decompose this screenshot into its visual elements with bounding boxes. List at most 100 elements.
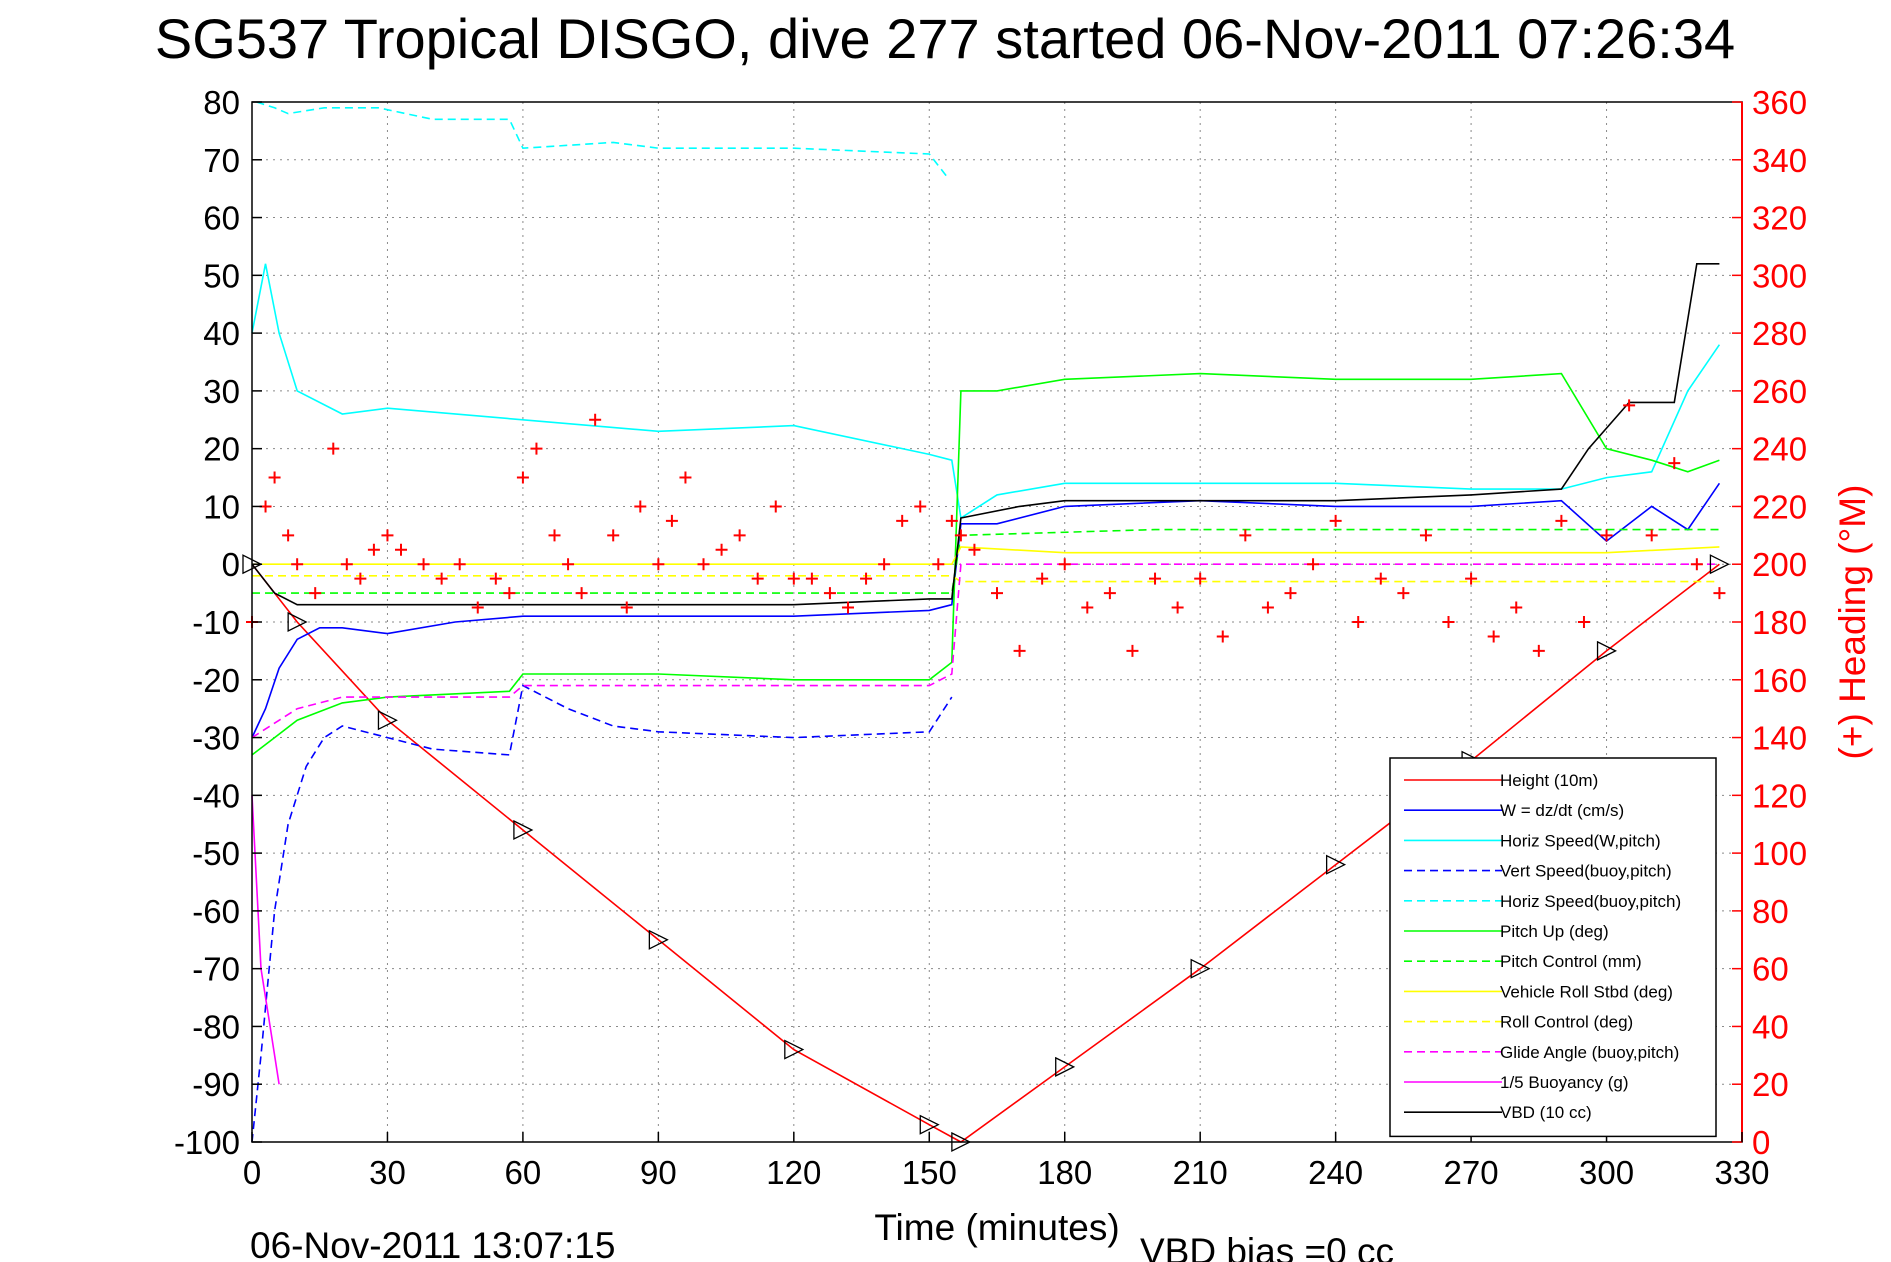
heading-point	[1239, 529, 1252, 542]
heading-point	[620, 601, 633, 614]
heading-point	[1171, 601, 1184, 614]
depth-marker	[919, 1114, 940, 1135]
tick-label-x: 120	[766, 1154, 821, 1191]
tick-label-left: -60	[192, 893, 240, 930]
tick-label-left: 60	[203, 200, 240, 237]
heading-point	[697, 558, 710, 571]
series-line-9	[251, 563, 1720, 739]
depth-marker	[287, 611, 308, 633]
depth-markers	[242, 554, 1730, 1153]
legend-entry: Vehicle Roll Stbd (deg)	[1500, 982, 1673, 1001]
heading-point	[354, 572, 367, 585]
heading-point	[1713, 587, 1726, 600]
heading-point	[1555, 514, 1568, 527]
heading-point	[340, 558, 353, 571]
depth-marker	[1055, 1056, 1076, 1077]
heading-point	[268, 471, 281, 484]
tick-label-left: 0	[222, 546, 240, 583]
series-line-11	[251, 262, 1720, 606]
tick-label-right: 200	[1752, 546, 1807, 583]
heading-point	[733, 529, 746, 542]
legend-entry: Vert Speed(buoy,pitch)	[1500, 862, 1672, 881]
tick-label-x: 210	[1173, 1154, 1228, 1191]
heading-point	[589, 413, 602, 426]
heading-point	[1577, 616, 1590, 628]
tick-label-right: 180	[1752, 604, 1807, 641]
heading-point	[309, 587, 322, 600]
depth-marker	[648, 929, 669, 950]
tick-label-x: 0	[243, 1154, 261, 1191]
tick-label-x: 330	[1714, 1154, 1769, 1191]
tick-label-x: 150	[902, 1154, 957, 1191]
depth-marker	[1325, 854, 1347, 875]
legend-entry: Height (10m)	[1500, 771, 1598, 790]
tick-label-left: -90	[192, 1066, 240, 1103]
legend-entry: Pitch Up (deg)	[1500, 922, 1609, 941]
series-line-5	[251, 372, 1720, 756]
left-axis: 80 70 60 50 40 30 20 10 0 -10 -20 -30 -40 -50 -60 -70 -8…	[174, 84, 262, 1161]
legend: Height (10m) W = dz/dt (cm/s) Horiz Speed(…	[1389, 757, 1717, 1138]
heading-point	[634, 500, 647, 513]
heading-point	[1487, 630, 1500, 643]
depth-marker	[513, 819, 534, 841]
heading-point	[1465, 572, 1478, 585]
tick-label-right: 100	[1752, 835, 1807, 872]
heading-point	[878, 558, 891, 571]
heading-point	[787, 572, 800, 585]
heading-point	[503, 587, 516, 600]
tick-label-left: -100	[174, 1124, 240, 1161]
heading-point	[1149, 572, 1162, 585]
heading-point	[395, 543, 407, 556]
footer-vbd-bias: VBD bias =0 cc	[1140, 1231, 1394, 1262]
tick-label-x: 30	[369, 1154, 406, 1191]
heading-point	[1352, 616, 1365, 628]
tick-label-left: -70	[192, 951, 240, 988]
heading-point	[489, 572, 502, 585]
heading-point	[932, 558, 945, 571]
series-line-4	[256, 101, 948, 178]
tick-label-right: 240	[1752, 431, 1807, 468]
tick-label-x: 300	[1579, 1154, 1634, 1191]
legend-entry: Glide Angle (buoy,pitch)	[1500, 1043, 1679, 1062]
series-line-3	[251, 684, 953, 1143]
heading-point	[1013, 644, 1026, 657]
heading-point	[769, 500, 782, 513]
legend-entry: Horiz Speed(buoy,pitch)	[1500, 892, 1681, 911]
heading-point	[1058, 558, 1071, 571]
series-line-8	[252, 574, 1720, 583]
heading-point	[914, 500, 927, 513]
heading-point	[530, 442, 543, 455]
tick-label-right: 260	[1752, 373, 1807, 410]
tick-label-right: 40	[1752, 1008, 1789, 1045]
tick-label-right: 0	[1752, 1124, 1770, 1161]
tick-label-left: -10	[192, 604, 240, 641]
heading-point	[575, 587, 588, 600]
heading-point	[896, 514, 909, 527]
heading-point	[1645, 529, 1658, 542]
heading-point	[1081, 601, 1094, 614]
tick-label-left: 80	[203, 84, 240, 121]
heading-point	[1532, 644, 1545, 657]
series-line-10	[251, 795, 280, 1085]
heading-point	[607, 529, 620, 542]
heading-point	[1374, 572, 1387, 585]
tick-label-x: 180	[1037, 1154, 1092, 1191]
heading-point	[327, 442, 340, 455]
heading-point	[435, 572, 448, 585]
y-axis-right-label: (+) Heading (°M)	[1832, 485, 1873, 760]
legend-entry: Pitch Control (mm)	[1500, 952, 1642, 971]
heading-point	[1623, 399, 1636, 412]
heading-point	[1307, 558, 1320, 571]
heading-point	[1690, 558, 1703, 571]
heading-point	[282, 529, 295, 542]
tick-label-right: 360	[1752, 84, 1807, 121]
heading-point	[516, 471, 529, 484]
tick-label-right: 280	[1752, 315, 1807, 352]
footer-timestamp: 06-Nov-2011 13:07:15	[250, 1225, 615, 1262]
heading-point	[751, 572, 764, 585]
tick-label-x: 90	[640, 1154, 677, 1191]
heading-point	[1261, 601, 1274, 614]
tick-label-left: -40	[192, 777, 240, 814]
heading-point	[860, 572, 873, 585]
